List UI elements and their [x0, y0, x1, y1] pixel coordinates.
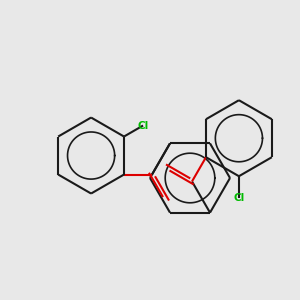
Text: Cl: Cl [233, 193, 244, 203]
Text: Cl: Cl [137, 121, 149, 130]
